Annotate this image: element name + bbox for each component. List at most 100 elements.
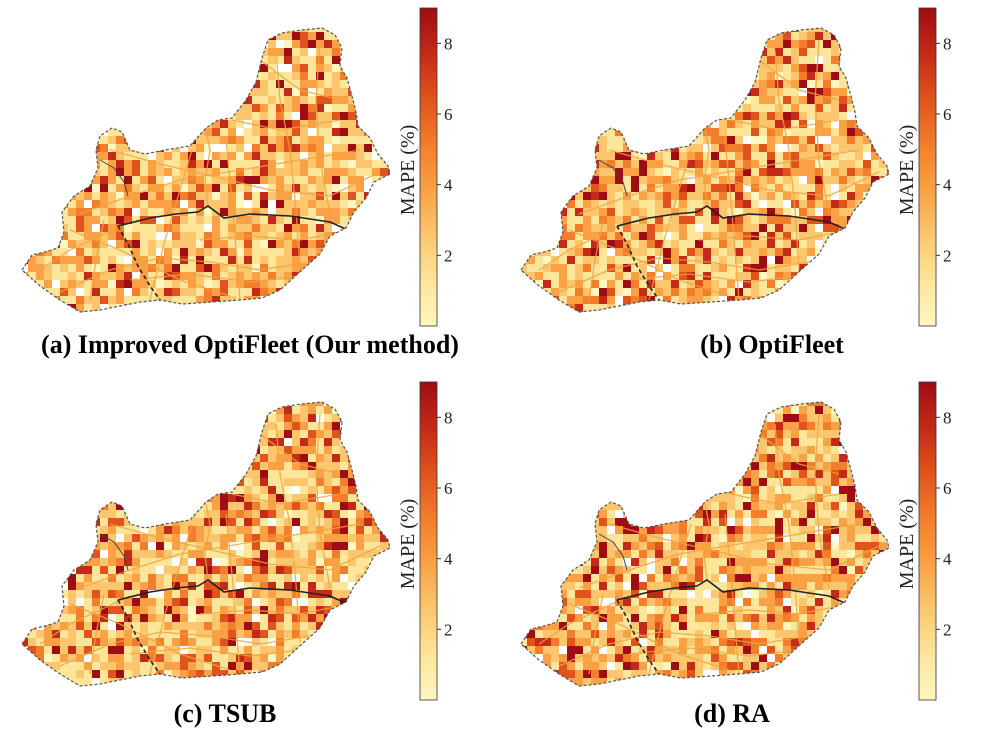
grid-cell <box>220 288 228 296</box>
grid-cell <box>855 304 863 312</box>
grid-cell <box>212 28 220 32</box>
grid-cell <box>22 526 28 534</box>
grid-cell <box>607 128 615 136</box>
grid-cell <box>711 48 719 56</box>
grid-cell <box>92 88 100 96</box>
grid-cell <box>116 72 124 80</box>
grid-cell <box>124 28 132 32</box>
grid-cell <box>615 152 623 160</box>
grid-cell <box>236 630 244 638</box>
grid-cell <box>36 104 44 112</box>
grid-cell <box>236 96 244 104</box>
grid-cell <box>719 232 727 240</box>
grid-cell <box>671 64 679 72</box>
grid-cell <box>44 454 52 462</box>
grid-cell <box>36 72 44 80</box>
grid-cell <box>36 422 44 430</box>
grid-cell <box>204 470 212 478</box>
grid-cell <box>308 120 316 128</box>
grid-cell <box>268 272 276 280</box>
grid-cell <box>76 28 84 32</box>
grid-cell <box>116 422 124 430</box>
grid-cell <box>775 72 783 80</box>
grid-cell <box>607 56 615 64</box>
grid-cell <box>22 486 28 494</box>
grid-cell <box>300 40 308 48</box>
grid-cell <box>719 168 727 176</box>
grid-cell <box>188 184 196 192</box>
grid-cell <box>719 312 727 320</box>
grid-cell <box>260 470 268 478</box>
grid-cell <box>631 88 639 96</box>
grid-cell <box>655 48 663 56</box>
grid-cell <box>116 216 124 224</box>
grid-cell <box>340 296 348 304</box>
grid-cell <box>148 168 156 176</box>
grid-cell <box>164 590 172 598</box>
grid-cell <box>140 104 148 112</box>
grid-cell <box>615 184 623 192</box>
grid-cell <box>188 80 196 88</box>
grid-cell <box>140 248 148 256</box>
grid-cell <box>204 232 212 240</box>
grid-cell <box>815 28 823 32</box>
grid-cell <box>300 200 308 208</box>
grid-cell <box>527 168 535 176</box>
grid-cell <box>332 208 340 216</box>
grid-cell <box>308 152 316 160</box>
grid-cell <box>521 28 527 32</box>
grid-cell <box>847 120 855 128</box>
grid-cell <box>236 248 244 256</box>
grid-cell <box>711 96 719 104</box>
grid-cell <box>172 224 180 232</box>
grid-cell <box>855 88 863 96</box>
grid-cell <box>767 40 775 48</box>
grid-cell <box>671 28 679 32</box>
grid-cell <box>68 40 76 48</box>
grid-cell <box>807 272 815 280</box>
grid-cell <box>60 56 68 64</box>
grid-cell <box>220 462 228 470</box>
grid-cell <box>703 56 711 64</box>
grid-cell <box>751 216 759 224</box>
grid-cell <box>535 304 543 312</box>
grid-cell <box>567 48 575 56</box>
grid-cell <box>92 590 100 598</box>
grid-cell <box>276 542 284 550</box>
grid-cell <box>172 232 180 240</box>
grid-cell <box>76 72 84 80</box>
grid-cell <box>631 152 639 160</box>
grid-cell <box>324 430 332 438</box>
grid-cell <box>791 224 799 232</box>
grid-cell <box>212 280 220 288</box>
grid-cell <box>340 32 348 40</box>
grid-cell <box>236 40 244 48</box>
grid-cell <box>116 582 124 590</box>
grid-cell <box>607 160 615 168</box>
grid-cell <box>348 120 356 128</box>
grid-cell <box>348 288 356 296</box>
grid-cell <box>348 112 356 120</box>
grid-cell <box>60 446 68 454</box>
grid-cell <box>292 606 300 614</box>
grid-cell <box>388 518 390 526</box>
grid-cell <box>172 168 180 176</box>
grid-cell <box>196 462 204 470</box>
grid-cell <box>260 478 268 486</box>
grid-cell <box>28 486 36 494</box>
grid-cell <box>599 288 607 296</box>
grid-cell <box>124 438 132 446</box>
grid-cell <box>140 280 148 288</box>
grid-cell <box>388 28 390 32</box>
grid-cell <box>124 272 132 280</box>
grid-cell <box>244 438 252 446</box>
grid-cell <box>84 232 92 240</box>
grid-cell <box>156 28 164 32</box>
grid-cell <box>332 430 340 438</box>
grid-cell <box>308 614 316 622</box>
grid-cell <box>799 200 807 208</box>
grid-cell <box>751 88 759 96</box>
grid-cell <box>679 80 687 88</box>
grid-cell <box>132 96 140 104</box>
grid-cell <box>332 240 340 248</box>
